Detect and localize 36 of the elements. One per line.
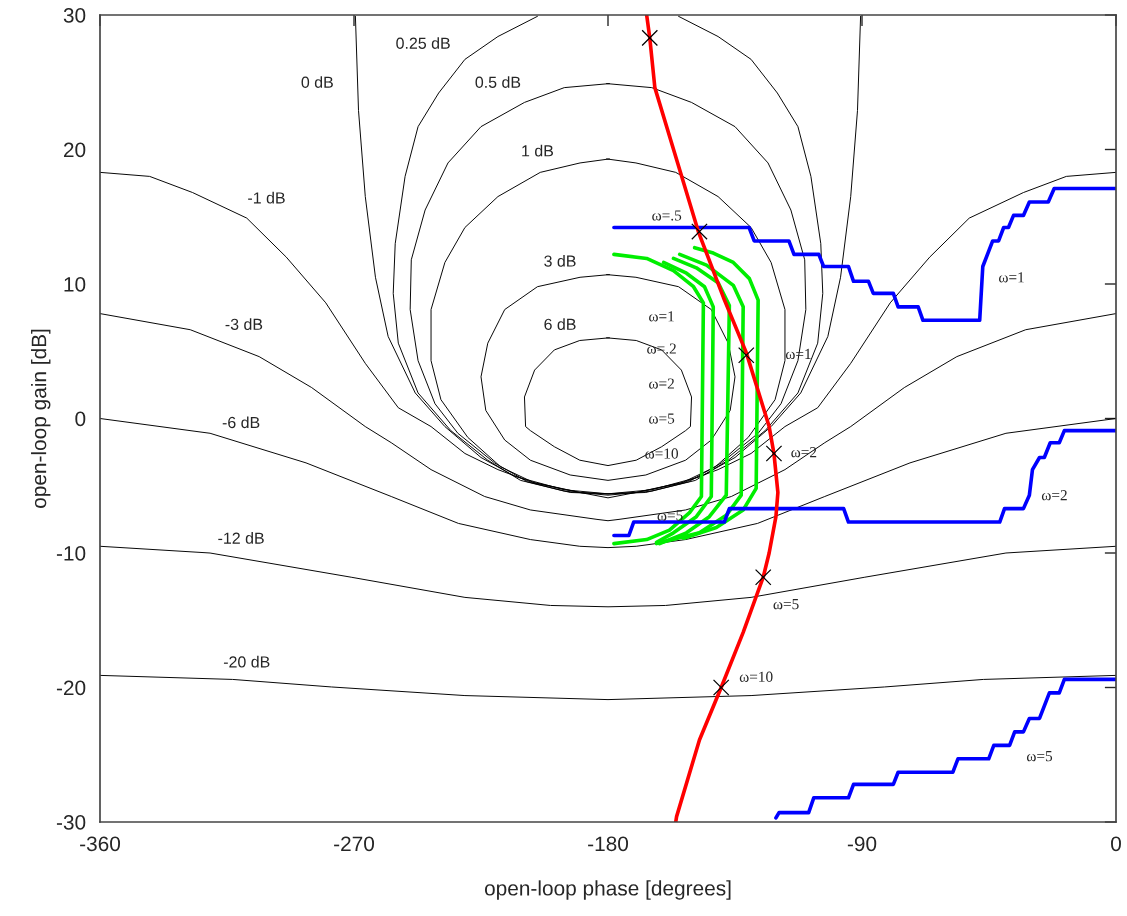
x-tick-label: -90 [847, 836, 877, 852]
x-axis-title: open-loop phase [degrees] [484, 880, 731, 900]
y-tick-label: 0 [75, 411, 86, 427]
y-tick-label: -10 [56, 546, 86, 561]
annotation: 1 dB [522, 144, 554, 157]
x-tick-label: -180 [588, 836, 629, 852]
y-tick-label: -30 [56, 815, 86, 830]
annotation: ω=10 [645, 448, 679, 459]
y-tick-label: 30 [63, 8, 86, 23]
y-tick-label: -20 [56, 680, 86, 696]
annotation: -3 dB [225, 318, 263, 330]
annotation: -6 dB [222, 416, 260, 429]
annotation: ω=.5 [652, 210, 682, 221]
annotation: ω=2 [649, 378, 674, 389]
annotation: ω=5 [1026, 751, 1053, 762]
annotation: ω=5 [657, 510, 683, 521]
annotation: -20 dB [223, 655, 270, 668]
x-tick-label: -270 [334, 836, 375, 852]
annotation: ω=10 [739, 671, 773, 682]
annotation: 6 dB [544, 318, 576, 330]
y-tick-label: 10 [64, 277, 86, 292]
y-tick-label: 20 [63, 142, 86, 158]
annotation: ω=1 [999, 272, 1024, 283]
annotation: -12 dB [218, 532, 264, 544]
y-axis-title: open-loop gain [dB] [31, 329, 51, 508]
annotation: ω=5 [773, 599, 799, 610]
x-tick-label: -360 [80, 836, 121, 852]
annotation: -1 dB [248, 191, 285, 204]
annotation: ω=2 [1041, 490, 1067, 501]
annotation: 3 dB [544, 255, 576, 267]
annotation: ω=5 [649, 413, 675, 424]
annotation: 0 dB [301, 76, 333, 88]
annotation: ω=1 [649, 311, 674, 322]
x-tick-label: 0 [1111, 836, 1121, 852]
annotation: 0.25 dB [396, 37, 450, 49]
annotation: 0.5 dB [475, 76, 521, 88]
